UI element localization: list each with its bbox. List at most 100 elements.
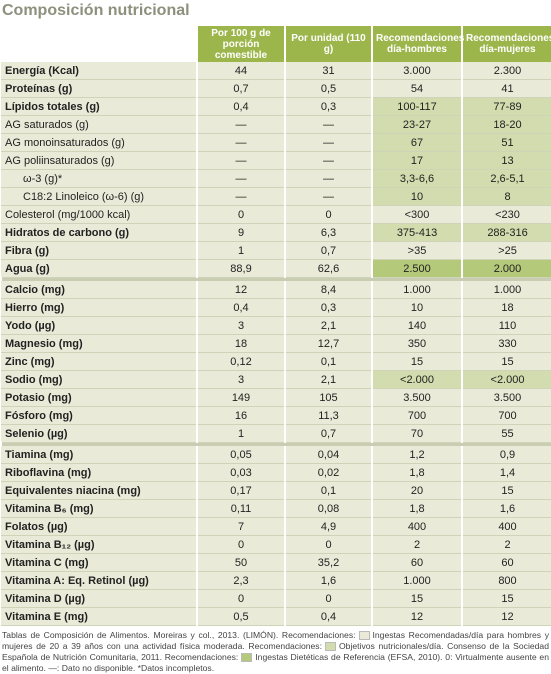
value-cell: 15 bbox=[371, 589, 462, 608]
footnote-text: Ingestas Dietéticas de Referencia (EFSA,… bbox=[2, 652, 549, 673]
table-row: Zinc (mg) 0,12 0,1 15 15 bbox=[1, 352, 551, 371]
row-label: Magnesio (mg) bbox=[1, 334, 197, 353]
value-cell: 375-413 bbox=[371, 223, 462, 242]
value-cell: 0,5 bbox=[196, 607, 285, 626]
row-label: Proteínas (g) bbox=[1, 79, 197, 98]
table-row: Hidratos de carbono (g) 9 6,3 375-413 288-31… bbox=[1, 223, 551, 242]
value-cell: 0 bbox=[196, 535, 285, 554]
value-cell: 1,8 bbox=[371, 463, 462, 482]
row-label: Colesterol (mg/1000 kcal) bbox=[1, 205, 197, 224]
value-cell: 18 bbox=[196, 334, 285, 353]
value-cell: 0,7 bbox=[196, 79, 285, 98]
title: Composición nutricional bbox=[2, 2, 190, 19]
value-cell: 17 bbox=[371, 151, 462, 170]
table-row: C18:2 Linoleico (ω-6) (g) — —10 8 bbox=[1, 187, 551, 206]
value-cell: 700 bbox=[461, 406, 551, 425]
value-cell: 4,9 bbox=[284, 517, 372, 536]
value-cell: 330 bbox=[461, 334, 551, 353]
value-cell: 100-117 bbox=[371, 97, 462, 116]
value-cell: 1.000 bbox=[461, 281, 551, 299]
value-cell: — bbox=[196, 169, 285, 188]
value-cell: 10 bbox=[371, 298, 462, 317]
value-cell: 20 bbox=[371, 481, 462, 500]
value-cell: >35 bbox=[371, 241, 462, 260]
value-cell: 10 bbox=[371, 187, 462, 206]
value-cell: 3.500 bbox=[461, 388, 551, 407]
value-cell: 3 bbox=[196, 370, 285, 389]
value-cell: — bbox=[284, 151, 372, 170]
footnote: Tablas de Composición de Alimentos. More… bbox=[0, 630, 551, 674]
value-cell: 0,5 bbox=[284, 79, 372, 98]
separator-cell bbox=[0, 442, 551, 446]
value-cell: 60 bbox=[461, 553, 551, 572]
table-row: Vitamina D (µg) 0 0 15 15 bbox=[1, 589, 551, 608]
section-separator bbox=[0, 442, 551, 446]
value-cell: 2,3 bbox=[196, 571, 285, 590]
value-cell: 88,9 bbox=[196, 259, 285, 278]
value-cell: 400 bbox=[461, 517, 551, 536]
value-cell: 2 bbox=[371, 535, 462, 554]
value-cell: 0,08 bbox=[284, 499, 372, 518]
table-row: Proteínas (g) 0,7 0,5 54 41 bbox=[1, 79, 551, 98]
value-cell: 1,8 bbox=[371, 499, 462, 518]
row-label: Yodo (µg) bbox=[1, 316, 197, 335]
table-row: Fósforo (mg) 16 11,3 700 700 bbox=[1, 406, 551, 425]
header-cell bbox=[1, 26, 197, 62]
row-label: Energía (Kcal) bbox=[1, 62, 197, 80]
value-cell: 1 bbox=[196, 424, 285, 443]
value-cell: 67 bbox=[371, 133, 462, 152]
value-cell: 0,03 bbox=[196, 463, 285, 482]
table-row: Selenio (µg) 1 0,7 70 55 bbox=[1, 424, 551, 443]
value-cell: 2,1 bbox=[284, 316, 372, 335]
table-row: Magnesio (mg) 18 12,7 350 330 bbox=[1, 334, 551, 353]
value-cell: 8,4 bbox=[284, 281, 372, 299]
table-row: Riboflavina (mg) 0,03 0,02 1,8 1,4 bbox=[1, 463, 551, 482]
value-cell: 0,1 bbox=[284, 352, 372, 371]
value-cell: 0,4 bbox=[196, 97, 285, 116]
value-cell: — bbox=[196, 187, 285, 206]
value-cell: 0,7 bbox=[284, 241, 372, 260]
table-row: Vitamina B₆ (mg) 0,11 0,08 1,8 1,6 bbox=[1, 499, 551, 518]
value-cell: 0,05 bbox=[196, 446, 285, 464]
value-cell: — bbox=[196, 151, 285, 170]
value-cell: 3,3-6,6 bbox=[371, 169, 462, 188]
table-row: Vitamina C (mg) 50 35,2 60 60 bbox=[1, 553, 551, 572]
value-cell: — bbox=[284, 115, 372, 134]
value-cell: 0,04 bbox=[284, 446, 372, 464]
row-label: Riboflavina (mg) bbox=[1, 463, 197, 482]
row-label: Vitamina A: Eq. Retinol (µg) bbox=[1, 571, 197, 590]
value-cell: 0 bbox=[196, 589, 285, 608]
value-cell: 140 bbox=[371, 316, 462, 335]
value-cell: 18 bbox=[461, 298, 551, 317]
value-cell: 11,3 bbox=[284, 406, 372, 425]
table-row: Hierro (mg) 0,4 0,3 10 18 bbox=[1, 298, 551, 317]
value-cell: 8 bbox=[461, 187, 551, 206]
value-cell: 800 bbox=[461, 571, 551, 590]
value-cell: 1,4 bbox=[461, 463, 551, 482]
table-row: Vitamina B₁₂ (µg) 0 0 2 2 bbox=[1, 535, 551, 554]
value-cell: 0,7 bbox=[284, 424, 372, 443]
value-cell: 2,6-5,1 bbox=[461, 169, 551, 188]
row-label: Vitamina B₁₂ (µg) bbox=[1, 535, 197, 554]
value-cell: >25 bbox=[461, 241, 551, 260]
value-cell: — bbox=[196, 115, 285, 134]
value-cell: 60 bbox=[371, 553, 462, 572]
value-cell: 50 bbox=[196, 553, 285, 572]
section-separator bbox=[0, 277, 551, 281]
value-cell: 3 bbox=[196, 316, 285, 335]
value-cell: 12,7 bbox=[284, 334, 372, 353]
value-cell: <230 bbox=[461, 205, 551, 224]
value-cell: 0 bbox=[284, 535, 372, 554]
table-row: Sodio (mg) 3 2,1 <2.000 <2.000 bbox=[1, 370, 551, 389]
value-cell: 1 bbox=[196, 241, 285, 260]
footnote-text: Objetivos nutricionales/día. Consenso de… bbox=[2, 641, 549, 662]
value-cell: 9 bbox=[196, 223, 285, 242]
value-cell: 350 bbox=[371, 334, 462, 353]
value-cell: 400 bbox=[371, 517, 462, 536]
value-cell: 6,3 bbox=[284, 223, 372, 242]
value-cell: 35,2 bbox=[284, 553, 372, 572]
value-cell: 12 bbox=[371, 607, 462, 626]
row-label: AG monoinsaturados (g) bbox=[1, 133, 197, 152]
table-row: ω-3 (g)* — —3,3-6,6 2,6-5,1 bbox=[1, 169, 551, 188]
row-label: Fósforo (mg) bbox=[1, 406, 197, 425]
